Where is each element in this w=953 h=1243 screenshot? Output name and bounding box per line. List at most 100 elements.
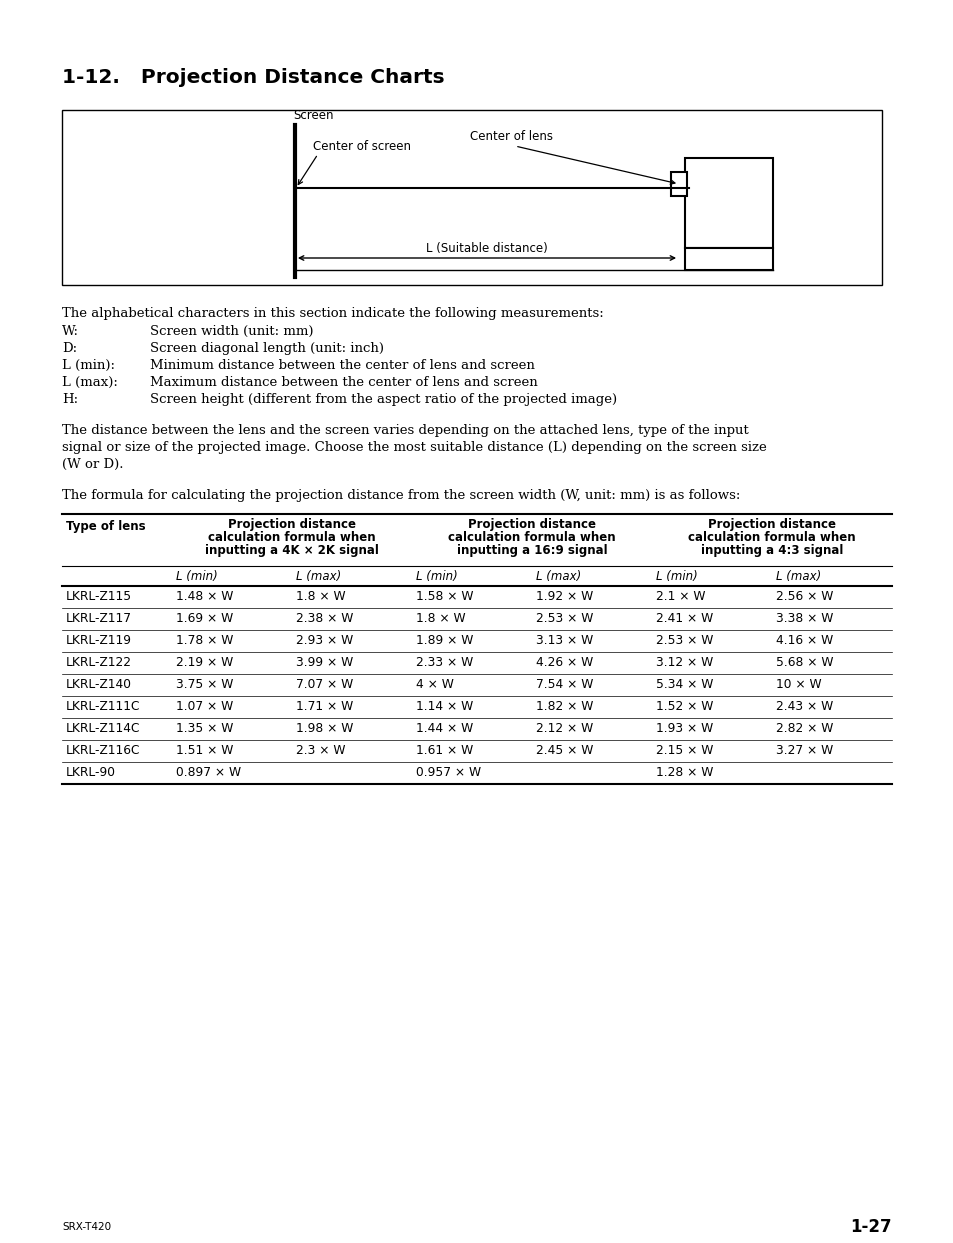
- Text: L (max): L (max): [775, 571, 821, 583]
- Text: H:: H:: [62, 393, 78, 406]
- Text: 1.78 × W: 1.78 × W: [175, 634, 233, 648]
- Text: 1.89 × W: 1.89 × W: [416, 634, 473, 648]
- Text: 1.52 × W: 1.52 × W: [656, 700, 713, 713]
- Text: Projection distance: Projection distance: [468, 518, 596, 531]
- Text: 3.27 × W: 3.27 × W: [775, 745, 832, 757]
- Text: Screen height (different from the aspect ratio of the projected image): Screen height (different from the aspect…: [150, 393, 617, 406]
- Text: LKRL-Z119: LKRL-Z119: [66, 634, 132, 648]
- Text: 3.99 × W: 3.99 × W: [295, 656, 353, 669]
- Text: Screen: Screen: [293, 109, 334, 122]
- Text: 1.44 × W: 1.44 × W: [416, 722, 473, 735]
- Text: L (max): L (max): [295, 571, 341, 583]
- Text: 4.16 × W: 4.16 × W: [775, 634, 832, 648]
- Text: L (min):: L (min):: [62, 359, 115, 372]
- Text: 2.1 × W: 2.1 × W: [656, 590, 705, 603]
- Text: LKRL-Z114C: LKRL-Z114C: [66, 722, 140, 735]
- Text: 1.92 × W: 1.92 × W: [536, 590, 593, 603]
- Text: 1.58 × W: 1.58 × W: [416, 590, 473, 603]
- Text: 1.8 × W: 1.8 × W: [416, 612, 465, 625]
- Text: Center of screen: Center of screen: [313, 140, 411, 153]
- Text: 2.38 × W: 2.38 × W: [295, 612, 353, 625]
- Text: 7.07 × W: 7.07 × W: [295, 677, 353, 691]
- Text: The alphabetical characters in this section indicate the following measurements:: The alphabetical characters in this sect…: [62, 307, 603, 319]
- Text: calculation formula when: calculation formula when: [208, 531, 375, 544]
- Text: 3.38 × W: 3.38 × W: [775, 612, 833, 625]
- Text: inputting a 4K × 2K signal: inputting a 4K × 2K signal: [205, 544, 378, 557]
- Text: Projection distance: Projection distance: [228, 518, 355, 531]
- Text: inputting a 16:9 signal: inputting a 16:9 signal: [456, 544, 607, 557]
- Text: L (min): L (min): [175, 571, 217, 583]
- Text: Type of lens: Type of lens: [66, 520, 146, 533]
- Text: L (max): L (max): [536, 571, 580, 583]
- Text: 2.93 × W: 2.93 × W: [295, 634, 353, 648]
- Text: Screen width (unit: mm): Screen width (unit: mm): [150, 324, 314, 338]
- Text: SRX-T420: SRX-T420: [62, 1222, 111, 1232]
- Text: 2.41 × W: 2.41 × W: [656, 612, 713, 625]
- Text: LKRL-Z140: LKRL-Z140: [66, 677, 132, 691]
- Text: 1.82 × W: 1.82 × W: [536, 700, 593, 713]
- Text: Minimum distance between the center of lens and screen: Minimum distance between the center of l…: [150, 359, 535, 372]
- Text: L (min): L (min): [656, 571, 697, 583]
- Text: 1.07 × W: 1.07 × W: [175, 700, 233, 713]
- Text: W:: W:: [62, 324, 79, 338]
- Text: 2.56 × W: 2.56 × W: [775, 590, 833, 603]
- Text: (W or D).: (W or D).: [62, 457, 123, 471]
- Text: 2.12 × W: 2.12 × W: [536, 722, 593, 735]
- Text: Projection distance: Projection distance: [707, 518, 835, 531]
- Text: D:: D:: [62, 342, 77, 355]
- Text: 2.15 × W: 2.15 × W: [656, 745, 713, 757]
- Text: Screen diagonal length (unit: inch): Screen diagonal length (unit: inch): [150, 342, 384, 355]
- Bar: [670, 172, 686, 196]
- Text: 1.35 × W: 1.35 × W: [175, 722, 233, 735]
- Text: 2.45 × W: 2.45 × W: [536, 745, 593, 757]
- Text: inputting a 4:3 signal: inputting a 4:3 signal: [700, 544, 842, 557]
- Text: 1.71 × W: 1.71 × W: [295, 700, 353, 713]
- Text: 2.33 × W: 2.33 × W: [416, 656, 473, 669]
- Bar: [62, 109, 882, 285]
- Text: LKRL-Z116C: LKRL-Z116C: [66, 745, 140, 757]
- Text: 1.61 × W: 1.61 × W: [416, 745, 473, 757]
- Text: calculation formula when: calculation formula when: [448, 531, 616, 544]
- Text: 3.75 × W: 3.75 × W: [175, 677, 233, 691]
- Text: 3.12 × W: 3.12 × W: [656, 656, 713, 669]
- Text: 2.3 × W: 2.3 × W: [295, 745, 345, 757]
- Text: 1-12.   Projection Distance Charts: 1-12. Projection Distance Charts: [62, 68, 444, 87]
- Text: Maximum distance between the center of lens and screen: Maximum distance between the center of l…: [150, 375, 537, 389]
- Bar: [684, 249, 772, 270]
- Text: calculation formula when: calculation formula when: [687, 531, 855, 544]
- Text: 0.897 × W: 0.897 × W: [175, 766, 241, 779]
- Text: 1-27: 1-27: [849, 1218, 891, 1236]
- Text: 5.68 × W: 5.68 × W: [775, 656, 833, 669]
- Bar: [684, 158, 772, 249]
- Text: Center of lens: Center of lens: [470, 131, 553, 143]
- Text: 1.51 × W: 1.51 × W: [175, 745, 233, 757]
- Text: 1.93 × W: 1.93 × W: [656, 722, 713, 735]
- Text: The distance between the lens and the screen varies depending on the attached le: The distance between the lens and the sc…: [62, 424, 748, 438]
- Text: 1.98 × W: 1.98 × W: [295, 722, 353, 735]
- Text: LKRL-Z115: LKRL-Z115: [66, 590, 132, 603]
- Text: signal or size of the projected image. Choose the most suitable distance (L) dep: signal or size of the projected image. C…: [62, 441, 766, 454]
- Text: LKRL-Z111C: LKRL-Z111C: [66, 700, 140, 713]
- Text: 5.34 × W: 5.34 × W: [656, 677, 713, 691]
- Text: 1.14 × W: 1.14 × W: [416, 700, 473, 713]
- Text: 2.53 × W: 2.53 × W: [656, 634, 713, 648]
- Text: 1.48 × W: 1.48 × W: [175, 590, 233, 603]
- Text: 2.82 × W: 2.82 × W: [775, 722, 833, 735]
- Text: L (min): L (min): [416, 571, 457, 583]
- Text: 2.43 × W: 2.43 × W: [775, 700, 832, 713]
- Text: 2.19 × W: 2.19 × W: [175, 656, 233, 669]
- Text: 1.28 × W: 1.28 × W: [656, 766, 713, 779]
- Text: 2.53 × W: 2.53 × W: [536, 612, 593, 625]
- Text: 10 × W: 10 × W: [775, 677, 821, 691]
- Text: L (Suitable distance): L (Suitable distance): [426, 242, 547, 255]
- Text: 4.26 × W: 4.26 × W: [536, 656, 593, 669]
- Text: L (max):: L (max):: [62, 375, 118, 389]
- Text: LKRL-Z117: LKRL-Z117: [66, 612, 132, 625]
- Text: LKRL-90: LKRL-90: [66, 766, 116, 779]
- Text: 4 × W: 4 × W: [416, 677, 454, 691]
- Text: 3.13 × W: 3.13 × W: [536, 634, 593, 648]
- Text: The formula for calculating the projection distance from the screen width (W, un: The formula for calculating the projecti…: [62, 488, 740, 502]
- Text: 0.957 × W: 0.957 × W: [416, 766, 480, 779]
- Text: 1.8 × W: 1.8 × W: [295, 590, 345, 603]
- Text: 7.54 × W: 7.54 × W: [536, 677, 593, 691]
